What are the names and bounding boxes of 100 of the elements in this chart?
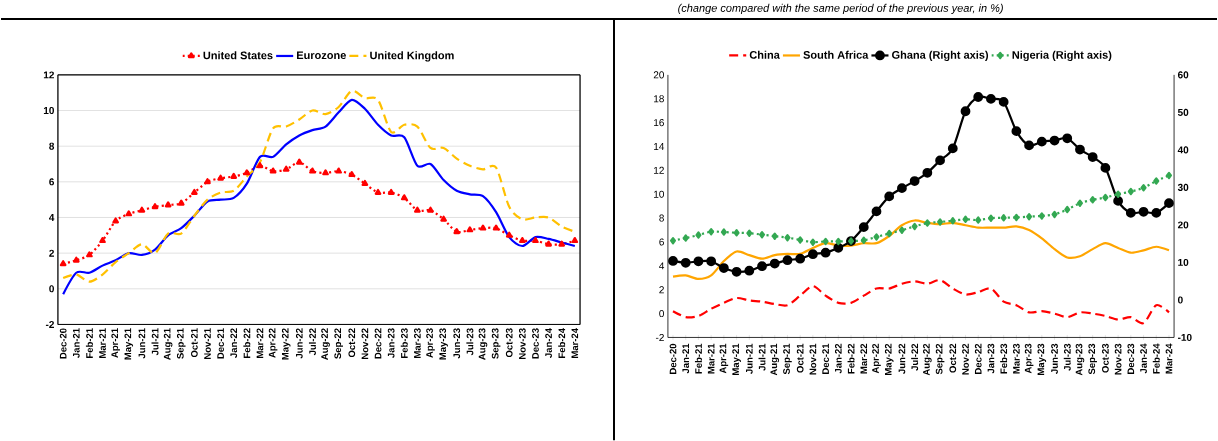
y2-tick-label: 30 <box>1177 183 1189 191</box>
x-tick-label: Aug-21 <box>163 328 173 360</box>
legend-label: Eurozone <box>297 51 346 59</box>
x-tick-label: Dec-22 <box>374 328 382 359</box>
x-tick-label: Aug-23 <box>1075 343 1085 376</box>
x-tick-label: Oct-21 <box>191 328 198 357</box>
x-tick-label: Nov-21 <box>204 328 211 359</box>
y2-tick-label: -10 <box>1177 333 1192 341</box>
x-tick-label: Oct-22 <box>949 343 957 373</box>
x-tick-label: Jan-22 <box>834 343 842 374</box>
y2-tick-label: 50 <box>1177 108 1189 116</box>
x-tick-label: Nov-22 <box>962 343 969 375</box>
x-tick-label: Sep-22 <box>935 343 945 375</box>
x-tick-label: Dec-23 <box>532 328 539 359</box>
x-tick-label: Nov-21 <box>809 343 817 375</box>
x-tick-label: Jul-23 <box>1063 343 1071 371</box>
x-tick-label: Jan-23 <box>987 343 995 374</box>
x-tick-label: May-23 <box>1037 343 1047 375</box>
x-tick-label: Dec-23 <box>1127 343 1135 374</box>
x-tick-label: Nov-23 <box>518 328 526 359</box>
x-tick-label: Feb-23 <box>400 328 408 358</box>
x-tick-label: Oct-21 <box>796 343 804 373</box>
x-tick-label: Apr-22 <box>268 328 278 358</box>
x-tick-label: Mar-24 <box>1165 343 1173 374</box>
legend-label: United States <box>203 51 273 60</box>
x-tick-label: Nov-22 <box>361 328 369 359</box>
x-tick-label: Apr-22 <box>872 343 881 374</box>
y2-tick-label: 60 <box>1177 71 1189 79</box>
x-tick-label: May-21 <box>732 343 741 375</box>
x-tick-label: May-23 <box>439 328 448 360</box>
y-tick-label: 10 <box>43 106 54 114</box>
x-tick-label: Sep-23 <box>1088 343 1097 375</box>
x-tick-label: Dec-20 <box>59 328 67 359</box>
y2-tick-label: 40 <box>1177 146 1189 154</box>
x-tick-label: May-22 <box>884 343 894 375</box>
legend-label: South Africa <box>803 50 869 59</box>
y-tick-label: 4 <box>659 262 665 270</box>
legend-label: Nigeria (Right axis) <box>1012 50 1112 61</box>
x-tick-label: Oct-22 <box>348 328 356 357</box>
x-tick-label: Aug-22 <box>321 328 330 360</box>
x-tick-label: Jul-22 <box>308 328 316 356</box>
x-tick-label: Mar-23 <box>414 328 421 358</box>
y-tick-label: 8 <box>659 214 664 222</box>
x-tick-label: Jul-21 <box>758 343 766 371</box>
y2-tick-label: 10 <box>1178 258 1189 266</box>
legend-label: China <box>749 50 780 59</box>
x-tick-label: Dec-21 <box>822 343 829 374</box>
x-tick-label: Dec-20 <box>669 343 677 374</box>
x-tick-label: Jul-21 <box>151 328 159 356</box>
y-tick-label: 4 <box>49 213 55 221</box>
x-tick-label: Jan-24 <box>1140 343 1147 374</box>
y-tick-label: 2 <box>49 249 54 257</box>
x-tick-label: Aug-22 <box>923 343 932 376</box>
text: (change compared with the same period of the previous year, in %) <box>678 3 1003 14</box>
x-tick-label: Feb-24 <box>1152 343 1160 374</box>
y-tick-label: -2 <box>655 333 664 341</box>
x-tick-label: Feb-22 <box>243 328 251 358</box>
y-tick-label: 0 <box>49 285 54 293</box>
x-tick-label: Feb-23 <box>1000 343 1008 374</box>
x-tick-label: Jun-21 <box>745 343 753 374</box>
x-tick-label: Oct-23 <box>1102 343 1109 373</box>
x-tick-label: Apr-23 <box>1024 343 1034 374</box>
x-tick-label: Jan-24 <box>545 327 552 358</box>
x-tick-label: Mar-24 <box>571 327 579 358</box>
y-tick-label: 10 <box>654 190 664 198</box>
x-tick-label: Sep-22 <box>334 328 343 359</box>
x-tick-label: Jul-23 <box>466 328 474 356</box>
y2-tick-label: 0 <box>1177 296 1183 304</box>
x-tick-label: Mar-21 <box>99 328 106 358</box>
y-tick-label: 0 <box>659 309 664 317</box>
y-tick-label: 12 <box>654 166 664 174</box>
x-tick-label: May-22 <box>281 328 291 360</box>
x-tick-label: Dec-22 <box>974 343 982 374</box>
x-tick-label: Oct-23 <box>505 328 513 357</box>
x-tick-label: Dec-21 <box>217 328 224 359</box>
x-tick-label: Aug-21 <box>770 343 780 376</box>
x-tick-label: Mar-22 <box>256 328 264 358</box>
x-tick-label: Sep-21 <box>783 343 792 375</box>
x-tick-label: Jan-21 <box>682 343 690 374</box>
x-tick-label: Jun-23 <box>1051 343 1058 374</box>
y-tick-label: 16 <box>654 118 664 127</box>
y-tick-label: 6 <box>659 238 664 246</box>
y-tick-label: 14 <box>654 142 665 150</box>
x-tick-label: Feb-24 <box>558 327 566 358</box>
x-tick-label: Jun-22 <box>295 328 303 359</box>
y-tick-label: 6 <box>49 178 55 186</box>
x-tick-label: Jan-22 <box>230 328 238 358</box>
x-tick-label: Jan-23 <box>387 328 395 358</box>
x-tick-label: Mar-22 <box>860 343 868 374</box>
x-tick-label: Nov-23 <box>1114 343 1122 375</box>
legend-label: Ghana (Right axis) <box>892 50 989 61</box>
x-tick-label: Aug-23 <box>478 328 488 360</box>
x-tick-label: Jun-22 <box>898 343 906 374</box>
y-tick-label: 12 <box>43 71 54 79</box>
legend-label: United Kingdom <box>370 51 454 62</box>
x-tick-label: Apr-23 <box>426 328 435 358</box>
y-tick-label: 8 <box>49 142 55 150</box>
x-tick-label: Sep-21 <box>176 328 186 359</box>
x-tick-label: Apr-21 <box>719 343 729 374</box>
x-tick-label: Mar-21 <box>707 343 715 374</box>
